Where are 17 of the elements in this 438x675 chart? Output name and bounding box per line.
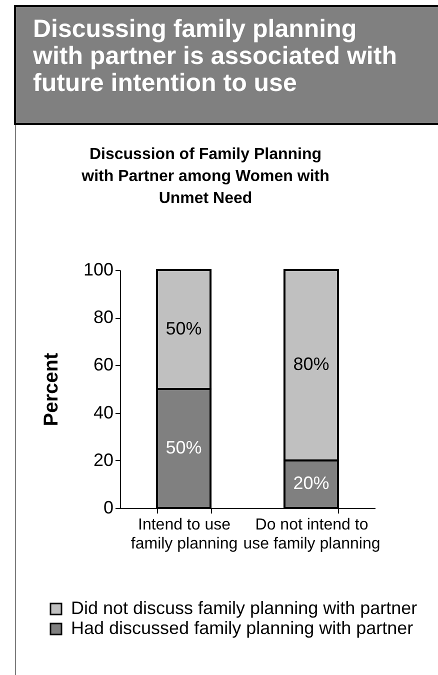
y-tick-label: 0 xyxy=(103,498,114,518)
legend-label: Had discussed family planning with partner xyxy=(71,618,414,638)
x-tick-label: Do not intend to use family planning xyxy=(243,516,380,552)
chart-subtitle: Discussion of Family Planning with Partner among Women with Unmet Need xyxy=(80,146,330,207)
data-label: 80% xyxy=(293,354,330,374)
data-label: 20% xyxy=(293,473,330,494)
y-tick-label: 80 xyxy=(93,307,114,328)
y-axis-title: Percent xyxy=(40,352,62,426)
x-tick-label: Intend to use family planning xyxy=(130,516,238,552)
data-label: 50% xyxy=(166,318,202,338)
chart-title: Discussing family planning with partner is associated with future intention to use xyxy=(33,15,398,97)
y-tick-label: 40 xyxy=(93,402,114,422)
y-tick-label: 60 xyxy=(93,354,114,375)
legend-label: Did not discuss family planning with partner xyxy=(71,598,418,618)
y-tick-label: 20 xyxy=(93,450,114,470)
y-tick-label: 100 xyxy=(83,260,114,280)
data-label: 50% xyxy=(166,438,202,458)
